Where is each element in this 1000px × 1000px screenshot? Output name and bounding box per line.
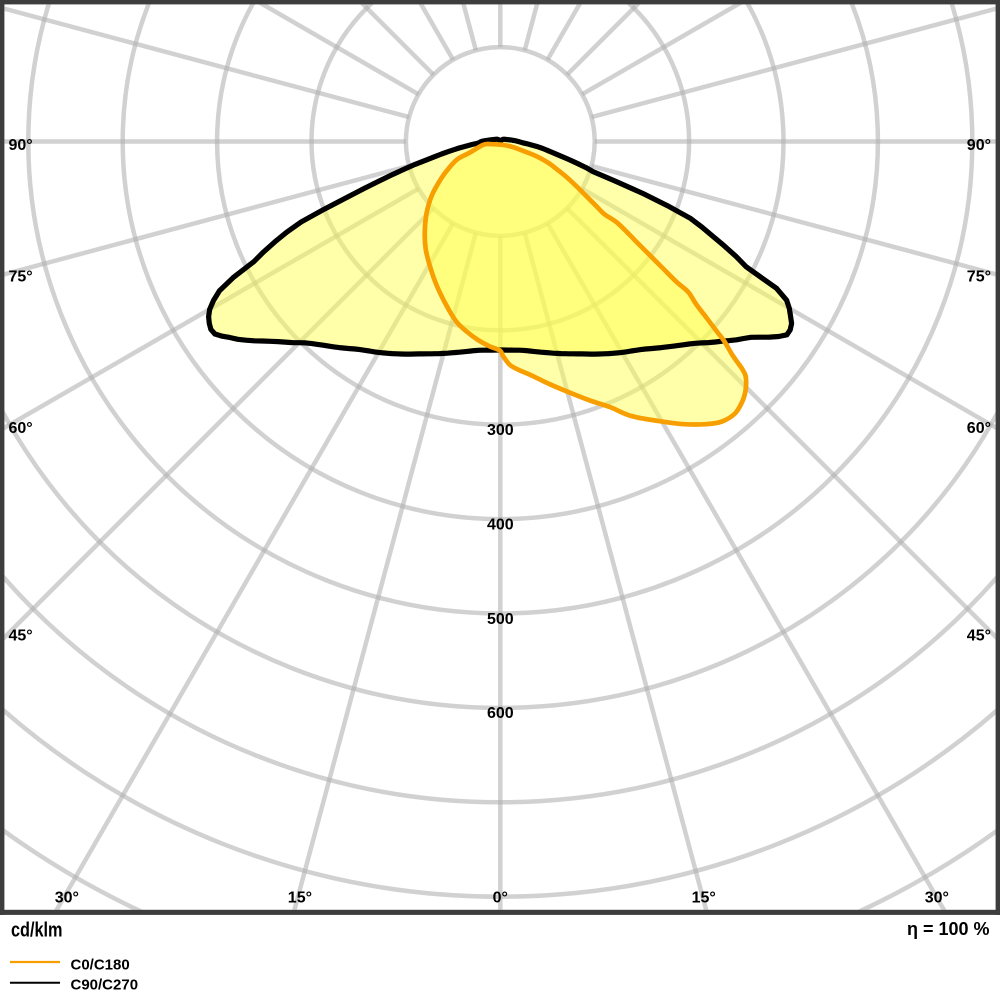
svg-text:75°: 75° [9, 269, 33, 286]
svg-text:C0/C180: C0/C180 [71, 956, 130, 973]
svg-text:90°: 90° [967, 137, 991, 154]
svg-text:600: 600 [487, 705, 514, 722]
svg-text:400: 400 [487, 516, 514, 533]
svg-text:15°: 15° [288, 889, 312, 906]
svg-text:500: 500 [487, 611, 514, 628]
svg-text:η = 100 %: η = 100 % [907, 919, 990, 939]
svg-text:30°: 30° [55, 889, 79, 906]
svg-text:75°: 75° [967, 269, 991, 286]
svg-text:300: 300 [487, 422, 514, 439]
svg-text:30°: 30° [925, 889, 949, 906]
svg-text:0°: 0° [493, 889, 508, 906]
svg-text:45°: 45° [967, 627, 991, 644]
svg-text:45°: 45° [9, 627, 33, 644]
svg-text:C90/C270: C90/C270 [71, 976, 139, 993]
svg-text:15°: 15° [692, 889, 716, 906]
svg-text:cd/klm: cd/klm [11, 920, 63, 942]
svg-text:90°: 90° [9, 137, 33, 154]
svg-text:60°: 60° [967, 420, 991, 437]
svg-text:60°: 60° [9, 420, 33, 437]
